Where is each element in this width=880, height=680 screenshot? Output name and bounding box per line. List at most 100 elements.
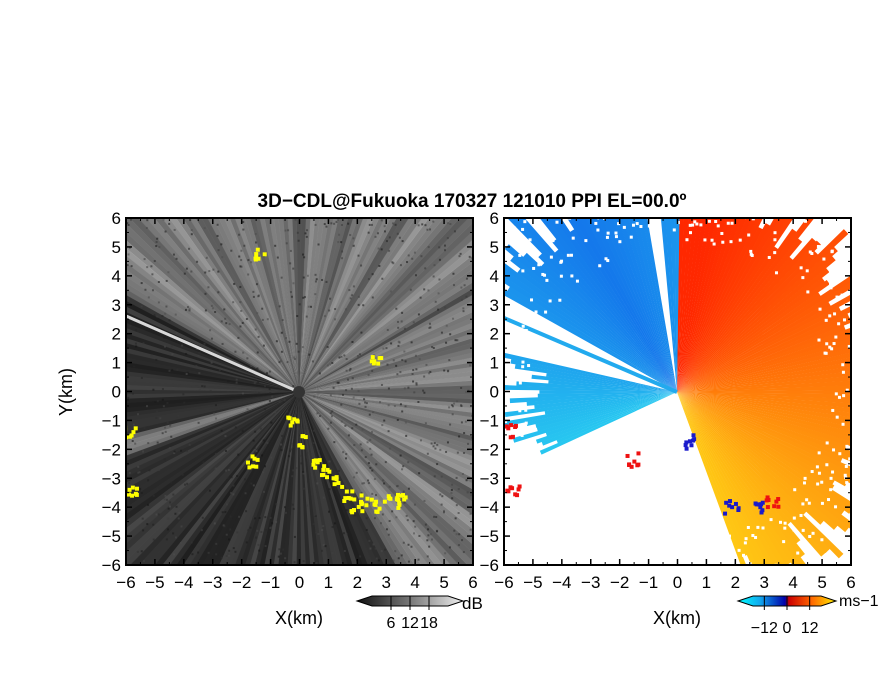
yellow-echo: [395, 492, 400, 497]
reflectivity-highlight-echoes: [126, 247, 408, 515]
velocity-ray: [516, 381, 677, 392]
velocity-gap: [520, 433, 524, 437]
y-tick-label: 3: [112, 296, 121, 315]
noise-speckle: [210, 504, 213, 507]
yellow-echo: [374, 499, 379, 504]
velocity-gap: [851, 214, 854, 217]
noise-speckle: [399, 403, 402, 406]
noise-speckle: [389, 447, 392, 450]
velocity-gap: [534, 592, 537, 595]
velocity-gap: [556, 169, 559, 172]
x-tick-label: −2: [232, 573, 251, 592]
noise-speckle: [417, 400, 420, 403]
yellow-echo: [322, 464, 327, 469]
noise-speckle: [374, 494, 377, 497]
noise-speckle: [139, 487, 142, 490]
velocity-gap: [748, 191, 751, 194]
noise-speckle: [156, 441, 159, 444]
noise-speckle: [128, 479, 131, 482]
reflectivity-ray: [299, 392, 473, 432]
velocity-ray: [677, 392, 851, 530]
noise-speckle: [252, 295, 255, 298]
velocity-gap: [566, 603, 569, 606]
velocity-gap: [521, 269, 525, 273]
folded-velocity: [635, 463, 640, 468]
noise-speckle: [414, 354, 417, 357]
noise-speckle: [280, 350, 283, 353]
velocity-gap: [689, 648, 692, 651]
reflectivity-ray: [299, 392, 473, 462]
noise-speckle: [442, 511, 445, 514]
velocity-gap: [737, 182, 740, 185]
noise-speckle: [191, 385, 194, 388]
velocity-gap: [571, 514, 575, 518]
reflectivity-ray: [299, 218, 391, 392]
noise-speckle: [169, 505, 172, 508]
noise-speckle: [451, 405, 454, 408]
reflectivity-ray: [299, 392, 473, 496]
noise-speckle: [302, 487, 305, 490]
velocity-gap: [477, 339, 480, 342]
velocity-gap: [544, 310, 548, 314]
velocity-gap: [744, 594, 747, 597]
velocity-gap: [805, 579, 808, 582]
velocity-gap: [571, 536, 575, 540]
noise-speckle: [215, 542, 218, 545]
noise-speckle: [278, 548, 281, 551]
noise-speckle: [298, 434, 301, 437]
velocity-ray: [677, 392, 791, 525]
velocity-gap: [652, 228, 656, 232]
velocity-gap: [695, 599, 698, 602]
noise-speckle: [217, 291, 220, 294]
noise-speckle: [313, 395, 316, 398]
folded-velocity: [756, 502, 761, 507]
velocity-gap: [548, 299, 552, 303]
velocity-gap: [836, 297, 840, 301]
noise-speckle: [325, 225, 328, 228]
velocity-gap: [639, 558, 643, 562]
velocity-gap: [786, 164, 789, 167]
noise-speckle: [258, 255, 261, 258]
noise-speckle: [465, 295, 468, 298]
noise-speckle: [343, 354, 346, 357]
noise-speckle: [262, 471, 265, 474]
yellow-echo: [334, 477, 339, 482]
noise-speckle: [331, 551, 334, 554]
noise-speckle: [291, 475, 294, 478]
velocity-ray: [677, 306, 842, 392]
x-tick-label: −1: [639, 573, 658, 592]
noise-speckle: [177, 517, 180, 520]
noise-speckle: [173, 553, 176, 556]
noise-speckle: [370, 453, 373, 456]
noise-speckle: [171, 368, 174, 371]
yellow-echo: [401, 493, 406, 498]
velocity-gap: [618, 148, 621, 151]
velocity-gap: [779, 593, 782, 596]
velocity-gap: [778, 631, 781, 634]
velocity-gap: [475, 302, 478, 305]
noise-speckle: [261, 307, 264, 310]
velocity-ray: [677, 392, 845, 515]
reflectivity-ray: [299, 218, 437, 392]
reflectivity-ray: [299, 218, 364, 392]
folded-velocity: [510, 434, 515, 439]
noise-speckle: [268, 400, 271, 403]
velocity-ray: [677, 392, 851, 409]
noise-speckle: [365, 517, 368, 520]
noise-speckle: [374, 547, 377, 550]
velocity-gap: [605, 553, 609, 557]
velocity-gap: [524, 481, 528, 485]
noise-speckle: [314, 280, 317, 283]
noise-speckle: [407, 543, 410, 546]
velocity-gap: [744, 176, 747, 179]
velocity-gap: [749, 252, 753, 256]
noise-speckle: [230, 476, 233, 479]
noise-speckle: [328, 488, 331, 491]
velocity-ray: [677, 279, 830, 392]
noise-speckle: [426, 228, 429, 231]
noise-speckle: [188, 309, 191, 312]
noise-speckle: [269, 392, 272, 395]
velocity-gap: [542, 230, 546, 234]
velocity-gap: [812, 220, 816, 224]
